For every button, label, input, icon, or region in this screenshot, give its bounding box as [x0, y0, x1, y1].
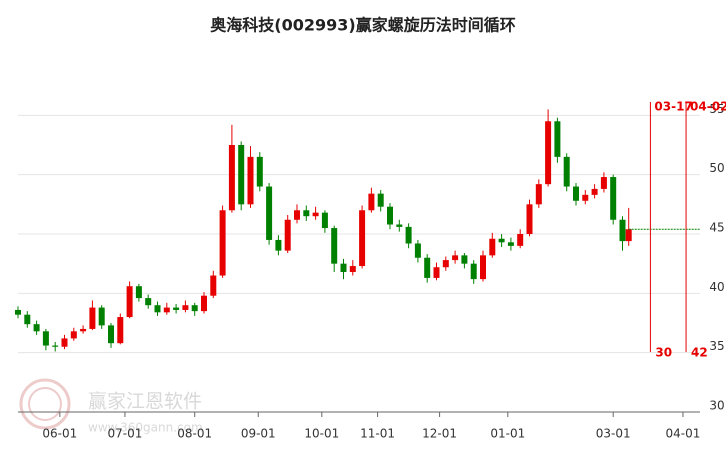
- x-tick-label: 10-01: [304, 427, 339, 441]
- candle-body: [42, 331, 49, 346]
- x-tick-label: 08-01: [177, 427, 212, 441]
- candle-body: [108, 325, 114, 344]
- candle-body: [387, 206, 393, 225]
- candle-body: [489, 238, 496, 256]
- candle-body: [442, 260, 449, 268]
- candle-body: [61, 338, 68, 347]
- y-tick-label: 30: [709, 399, 724, 413]
- candle-body: [424, 257, 431, 278]
- candle-body: [461, 255, 468, 264]
- watermark: 赢家江恩软件 www.360gann.com: [19, 378, 203, 435]
- candle-body: [210, 275, 217, 296]
- candle-body: [480, 255, 486, 280]
- x-tick-label: 11-01: [360, 427, 395, 441]
- candle-body: [405, 226, 412, 244]
- candle-body: [70, 331, 77, 339]
- candle-body: [563, 156, 570, 187]
- candle-body: [52, 345, 59, 347]
- candle-body: [414, 243, 421, 258]
- candle-body: [368, 193, 375, 211]
- cycle-date: 03-17: [654, 100, 692, 114]
- candle-body: [526, 204, 533, 234]
- watermark-brand: 赢家江恩软件: [88, 391, 202, 413]
- candle-body: [470, 263, 477, 280]
- cycle-date: 04-02: [690, 100, 726, 114]
- candle-body: [610, 177, 617, 220]
- candle-body: [145, 298, 152, 306]
- candle-body: [80, 328, 87, 332]
- candle-body: [182, 305, 189, 310]
- candle-body: [312, 212, 319, 217]
- candle-body: [228, 145, 235, 211]
- candle-body: [191, 305, 198, 312]
- cycle-count: 30: [655, 346, 672, 360]
- candle-body: [452, 255, 459, 261]
- y-tick-label: 35: [709, 339, 724, 353]
- candle-body: [349, 266, 356, 272]
- candle-body: [498, 238, 505, 243]
- candle-body: [331, 228, 338, 264]
- x-tick-label: 06-01: [42, 427, 77, 441]
- candle-body: [15, 309, 21, 315]
- candle-body: [33, 324, 40, 332]
- y-tick-label: 40: [709, 280, 724, 294]
- watermark-url: www.360gann.com: [88, 421, 203, 435]
- candle-body: [173, 307, 180, 310]
- candle-body: [545, 121, 552, 185]
- watermark-logo: [19, 378, 71, 430]
- candle-body: [256, 156, 263, 187]
- x-tick-label: 12-01: [422, 427, 457, 441]
- candle-body: [433, 267, 440, 278]
- candle-body: [163, 307, 170, 313]
- candle-body: [507, 242, 514, 246]
- candle-body: [135, 286, 142, 299]
- candle-body: [117, 317, 124, 344]
- candle-body: [582, 194, 589, 201]
- candle-body: [294, 210, 300, 220]
- candle-body: [619, 219, 626, 242]
- candle-body: [284, 219, 291, 251]
- candle-body: [535, 184, 542, 205]
- y-tick-label: 55: [709, 102, 724, 116]
- x-tick-label: 03-01: [596, 427, 631, 441]
- candle-body: [247, 156, 254, 205]
- candle-body: [303, 210, 310, 217]
- candle-body: [98, 307, 105, 326]
- candle-body: [396, 224, 403, 227]
- y-tick-label: 45: [709, 221, 724, 235]
- cycle-count: 42: [691, 346, 708, 360]
- candle-body: [266, 186, 273, 240]
- x-tick-label: 01-01: [490, 427, 525, 441]
- candle-body: [24, 314, 31, 325]
- candle-body: [591, 188, 598, 195]
- x-tick-label: 04-01: [666, 427, 701, 441]
- candle-body: [89, 307, 96, 329]
- candle-body: [377, 193, 384, 207]
- candle-body: [625, 229, 632, 242]
- candle-body: [275, 239, 282, 251]
- candle-body: [554, 121, 561, 157]
- candle-body: [359, 210, 366, 267]
- x-tick-label: 07-01: [108, 427, 143, 441]
- candle-body: [340, 263, 347, 272]
- candle-body: [126, 286, 133, 318]
- watermark-logo-inner: [28, 387, 62, 421]
- candle-body: [517, 234, 524, 246]
- candle-body: [219, 210, 226, 276]
- candle-body: [154, 305, 161, 313]
- chart-title: 奥海科技(002993)赢家螺旋历法时间循环: [210, 16, 515, 35]
- candle-body: [573, 186, 579, 201]
- candle-body: [321, 212, 328, 229]
- candle-body: [600, 177, 607, 189]
- candle-body: [201, 295, 207, 312]
- y-tick-label: 50: [709, 161, 724, 175]
- candle-body: [238, 145, 245, 205]
- x-tick-label: 09-01: [241, 427, 276, 441]
